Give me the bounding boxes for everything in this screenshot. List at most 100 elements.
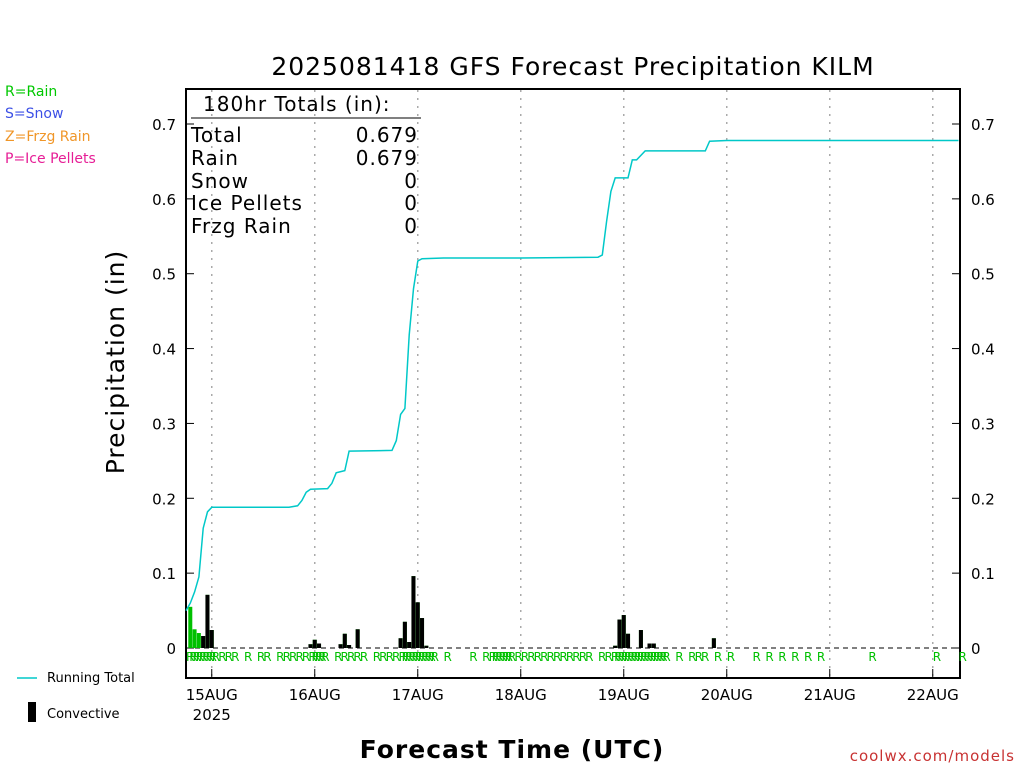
rain-marker: R xyxy=(411,650,419,664)
y-tick-label-left: 0.7 xyxy=(152,116,176,134)
x-tick-label: 20AUG xyxy=(701,686,753,704)
rain-marker: R xyxy=(933,650,941,664)
rain-marker: R xyxy=(209,650,217,664)
rain-marker: R xyxy=(633,650,641,664)
x-axis: 15AUG 2025 16AUG 17AUG 18AUG 19AUG 20AUG 21AUG 2… xyxy=(186,669,959,724)
convective-bar xyxy=(312,639,317,648)
rain-marker: R xyxy=(398,650,406,664)
rain-marker: R xyxy=(804,650,812,664)
legend-rain: R=Rain xyxy=(5,84,57,100)
rain-marker: R xyxy=(186,650,194,664)
legend-ice-pellets: P=Ice Pellets xyxy=(5,151,96,167)
rain-bar xyxy=(192,629,197,648)
rain-marker: R xyxy=(656,650,664,664)
series-legend: Running Total Convective xyxy=(17,671,135,722)
rain-marker: R xyxy=(321,650,329,664)
rain-marker: R xyxy=(675,650,683,664)
y-tick-label-left: 0.2 xyxy=(152,490,176,508)
totals-header: 180hr Totals (in): xyxy=(203,92,391,116)
rain-marker: R xyxy=(315,650,323,664)
rain-marker: R xyxy=(386,650,394,664)
convective-bar xyxy=(407,642,412,648)
y-axis-right: 0 0.1 0.2 0.3 0.4 0.5 0.6 0.7 xyxy=(952,116,995,658)
rain-marker: R xyxy=(688,650,696,664)
rain-marker: R xyxy=(231,650,239,664)
rain-marker: R xyxy=(196,650,204,664)
convective-bar xyxy=(209,630,214,648)
rain-marker: R xyxy=(415,650,423,664)
convective-bar xyxy=(347,645,352,648)
rain-marker: R xyxy=(424,650,432,664)
rain-marker: R xyxy=(189,650,197,664)
legend-snow: S=Snow xyxy=(5,106,63,122)
rain-marker: R xyxy=(418,650,426,664)
convective-bar xyxy=(338,644,343,648)
rain-marker: R xyxy=(643,650,651,664)
y-axis-label: Precipitation (in) xyxy=(101,250,130,475)
rain-marker: R xyxy=(373,650,381,664)
rain-marker: R xyxy=(379,650,387,664)
convective-legend-label: Convective xyxy=(47,707,120,722)
convective-bar xyxy=(424,645,429,648)
rain-marker: R xyxy=(505,650,513,664)
rain-marker: R xyxy=(402,650,410,664)
rain-marker: R xyxy=(353,650,361,664)
rain-marker: R xyxy=(868,650,876,664)
running-total-legend-label: Running Total xyxy=(47,671,135,686)
rain-marker: R xyxy=(627,650,635,664)
rain-marker: R xyxy=(624,650,632,664)
y-tick-label-right: 0.5 xyxy=(971,266,995,284)
rain-marker: R xyxy=(205,650,213,664)
x-axis-label: Forecast Time (UTC) xyxy=(360,735,665,764)
x-tick-label: 16AUG xyxy=(289,686,341,704)
rain-marker: R xyxy=(650,650,658,664)
y-tick-label-right: 0.7 xyxy=(971,116,995,134)
x-tick-label: 19AUG xyxy=(598,686,650,704)
rain-marker: R xyxy=(308,650,316,664)
y-tick-label-right: 0.3 xyxy=(971,415,995,433)
convective-bar xyxy=(342,633,347,648)
y-tick-label-left: 0.6 xyxy=(152,191,176,209)
rain-marker: R xyxy=(508,650,516,664)
rain-marker: R xyxy=(778,650,786,664)
rain-marker: R xyxy=(276,650,284,664)
convective-bar xyxy=(626,633,631,648)
rain-marker: R xyxy=(727,650,735,664)
x-tick-label: 15AUG xyxy=(186,686,238,704)
running-total-line xyxy=(185,139,959,611)
rain-marker: R xyxy=(225,650,233,664)
rain-marker: R xyxy=(495,650,503,664)
convective-bar xyxy=(205,594,210,648)
chart-title: 2025081418 GFS Forecast Precipitation KI… xyxy=(271,52,874,81)
rain-marker: R xyxy=(257,650,265,664)
rain-marker: R xyxy=(341,650,349,664)
rain-marker: R xyxy=(421,650,429,664)
totals-label-frzg-rain: Frzg Rain xyxy=(191,214,292,238)
convective-bar xyxy=(317,643,322,648)
rain-marker: R xyxy=(765,650,773,664)
x-tick-label: 21AUG xyxy=(804,686,856,704)
rain-marker: R xyxy=(572,650,580,664)
rain-marker: R xyxy=(302,650,310,664)
running-total-series xyxy=(185,139,959,611)
x-tick-label: 22AUG xyxy=(907,686,959,704)
convective-bar xyxy=(398,638,403,648)
convective-bar xyxy=(617,619,622,648)
rain-marker: R xyxy=(598,650,606,664)
convective-bar xyxy=(415,602,420,648)
y-tick-label-right: 0.4 xyxy=(971,341,995,359)
x-tick-sublabel: 2025 xyxy=(193,706,231,724)
y-tick-label-left: 0.3 xyxy=(152,415,176,433)
rain-marker: R xyxy=(611,650,619,664)
rain-marker: R xyxy=(431,650,439,664)
rain-marker: R xyxy=(527,650,535,664)
convective-bar xyxy=(711,638,716,648)
rain-marker: R xyxy=(334,650,342,664)
rain-marker: R xyxy=(714,650,722,664)
rain-marker: R xyxy=(244,650,252,664)
rain-marker: R xyxy=(540,650,548,664)
credit-text: coolwx.com/models xyxy=(850,747,1015,765)
rain-marker: R xyxy=(617,650,625,664)
rain-marker: R xyxy=(218,650,226,664)
